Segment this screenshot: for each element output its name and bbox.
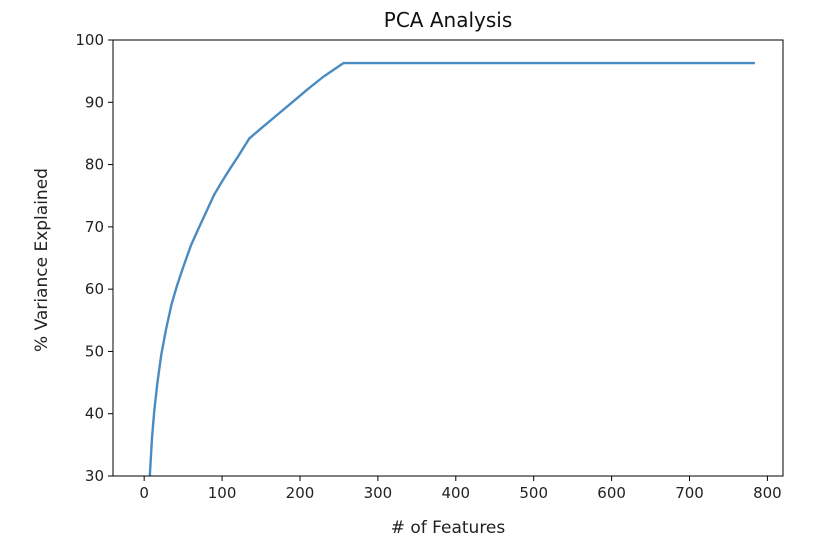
x-tick-label: 200 bbox=[286, 484, 315, 502]
y-axis-label: % Variance Explained bbox=[32, 168, 52, 352]
y-tick-label: 30 bbox=[85, 467, 104, 485]
x-tick-label: 500 bbox=[519, 484, 548, 502]
x-tick-label: 600 bbox=[597, 484, 626, 502]
chart-title: PCA Analysis bbox=[384, 8, 512, 32]
series-line-1 bbox=[148, 61, 755, 476]
x-axis-ticks: 0 100 200 300 400 500 600 700 800 bbox=[139, 476, 782, 502]
x-tick-label: 700 bbox=[675, 484, 704, 502]
x-tick-label: 300 bbox=[364, 484, 393, 502]
x-tick-label: 100 bbox=[208, 484, 237, 502]
y-tick-label: 80 bbox=[85, 156, 104, 174]
y-tick-label: 100 bbox=[75, 31, 104, 49]
y-tick-label: 60 bbox=[85, 280, 104, 298]
y-tick-label: 70 bbox=[85, 218, 104, 236]
x-tick-label: 0 bbox=[139, 484, 149, 502]
x-axis-label: # of Features bbox=[391, 518, 506, 538]
x-tick-label: 400 bbox=[441, 484, 470, 502]
y-tick-label: 40 bbox=[85, 405, 104, 423]
y-tick-label: 90 bbox=[85, 93, 104, 111]
plot-frame bbox=[112, 39, 784, 477]
x-tick-label: 800 bbox=[753, 484, 782, 502]
plot-area bbox=[112, 39, 784, 477]
y-axis-ticks: 30 40 50 60 70 80 90 100 bbox=[75, 31, 113, 485]
y-tick-label: 50 bbox=[85, 342, 104, 360]
